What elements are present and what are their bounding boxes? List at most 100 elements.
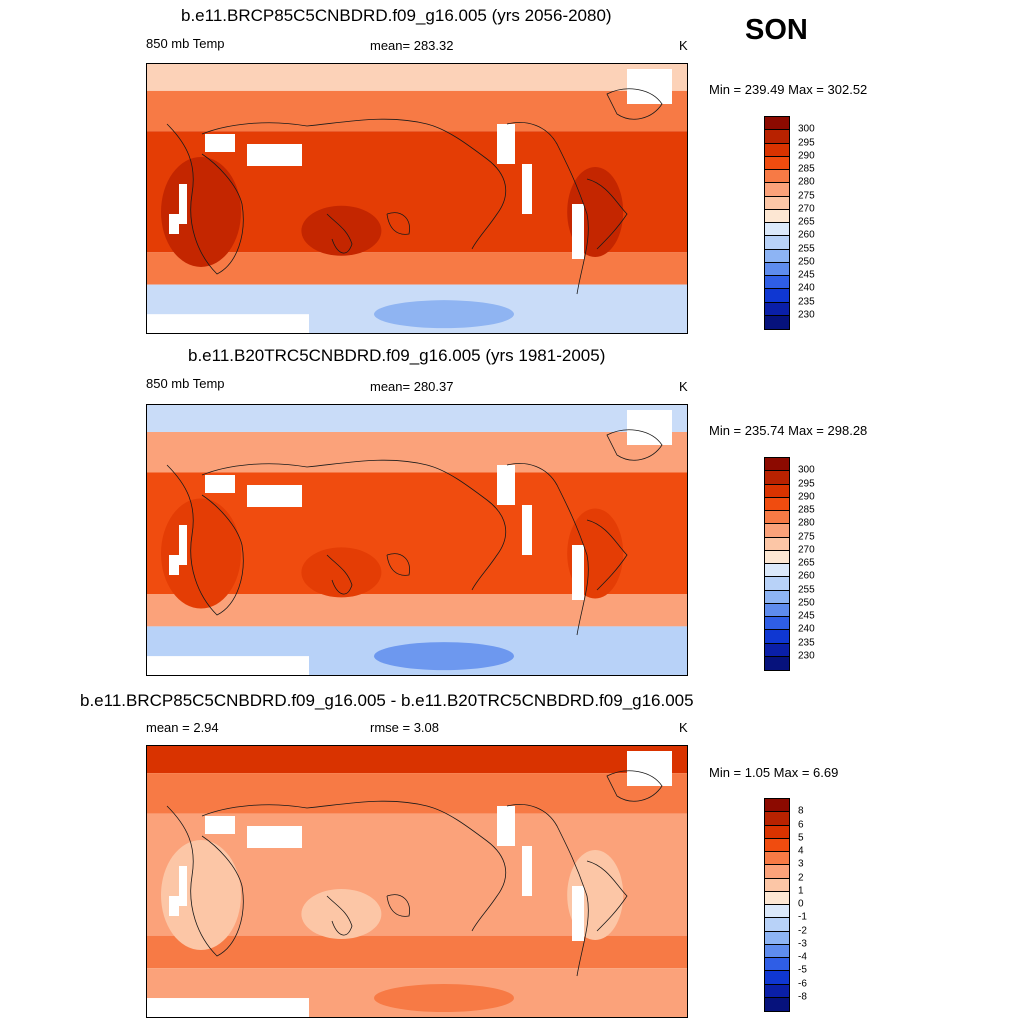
colorbar-box: [765, 630, 789, 644]
colorbar-box: [765, 471, 789, 485]
colorbar-box: [765, 497, 789, 511]
colorbar-box: [765, 564, 789, 578]
colorbar-tick-label: -5: [798, 964, 807, 976]
coastline: [201, 118, 506, 250]
colorbar-box: [765, 117, 789, 131]
colorbar-tick-label: 6: [798, 819, 804, 830]
units-label: K: [679, 379, 688, 394]
colorbar-tick-label: 285: [798, 504, 815, 516]
colorbar-box: [765, 249, 789, 263]
missing-data-south: [147, 998, 309, 1017]
colorbar-box: [765, 918, 789, 932]
australia-region: [301, 205, 382, 256]
colorbar-tick-label: 280: [798, 176, 815, 188]
colorbar-tick-label: 245: [798, 269, 815, 281]
colorbar-box: [765, 891, 789, 905]
mean-label: mean = 2.94: [146, 720, 219, 735]
missing-data-patch: [572, 204, 584, 259]
australia-region: [301, 889, 382, 940]
missing-data-south: [147, 314, 309, 333]
temperature-map: [147, 64, 687, 333]
coastline: [326, 554, 353, 595]
missing-data-patch: [169, 555, 179, 575]
colorbar-tick-label: 3: [798, 858, 804, 870]
colorbar: [764, 116, 790, 330]
colorbar-box: [765, 262, 789, 276]
mean-label: mean= 280.37: [370, 379, 454, 394]
colorbar-tick-label: 280: [798, 517, 815, 529]
missing-data-south: [147, 656, 309, 675]
missing-data-patch: [169, 896, 179, 916]
midlat-band-north: [147, 432, 687, 473]
colorbar-box: [765, 590, 789, 604]
colorbar-tick-label: 250: [798, 597, 815, 609]
colorbar-tick-label: 270: [798, 203, 815, 215]
colorbar-tick-label: 265: [798, 216, 815, 228]
minmax-label: Min = 1.05 Max = 6.69: [709, 765, 839, 780]
colorbar-box: [765, 931, 789, 945]
missing-data-patch: [179, 184, 187, 224]
colorbar-box: [765, 524, 789, 538]
missing-data-patch: [497, 465, 515, 505]
colorbar-box: [765, 143, 789, 157]
colorbar-box: [765, 209, 789, 223]
antarctica-region: [374, 642, 514, 671]
colorbar-box: [765, 617, 789, 631]
map-plot: [146, 745, 688, 1018]
colorbar-tick-label: 300: [798, 123, 815, 135]
colorbar-box: [765, 236, 789, 250]
colorbar-tick-label: 250: [798, 256, 815, 268]
colorbar-box: [765, 223, 789, 237]
colorbar-tick-label: 230: [798, 309, 815, 321]
colorbar-tick-label: 285: [798, 163, 815, 175]
colorbar-box: [765, 511, 789, 525]
missing-data-patch: [572, 886, 584, 941]
colorbar: [764, 798, 790, 1012]
polar-band-north: [147, 64, 687, 91]
coastline: [326, 213, 353, 254]
colorbar-box: [765, 799, 789, 813]
antarctica-region: [374, 300, 514, 329]
missing-data-patch: [522, 846, 532, 896]
season-label: SON: [745, 14, 808, 46]
colorbar-box: [765, 302, 789, 316]
colorbar-tick-label: 235: [798, 637, 815, 648]
coastline: [586, 519, 628, 591]
polar-band-north: [147, 746, 687, 774]
missing-data-patch: [497, 806, 515, 846]
coastline: [386, 553, 410, 576]
colorbar-box: [765, 603, 789, 617]
panel-title: b.e11.BRCP85C5CNBDRD.f09_g16.005 - b.e11…: [80, 691, 694, 710]
missing-data-patch: [247, 144, 302, 166]
colorbar-tick-label: 260: [798, 570, 815, 582]
missing-data-patch: [627, 751, 672, 786]
missing-data-patch: [205, 475, 235, 493]
missing-data-patch: [179, 525, 187, 565]
coastline: [386, 212, 410, 235]
colorbar-box: [765, 825, 789, 839]
panel-title: b.e11.BRCP85C5CNBDRD.f09_g16.005 (yrs 20…: [181, 6, 612, 25]
coastline: [506, 122, 589, 295]
colorbar-tick-label: -1: [798, 911, 807, 923]
missing-data-patch: [205, 816, 235, 834]
units-label: K: [679, 720, 688, 735]
colorbar-tick-label: 8: [798, 805, 804, 817]
panel-title: b.e11.B20TRC5CNBDRD.f09_g16.005 (yrs 198…: [188, 346, 606, 365]
colorbar-box: [765, 156, 789, 170]
polar-band-north: [147, 405, 687, 432]
colorbar-tick-label: 2: [798, 872, 804, 883]
variable-label: 850 mb Temp: [146, 36, 225, 51]
colorbar-box: [765, 971, 789, 985]
colorbar-box: [765, 958, 789, 972]
colorbar-box: [765, 997, 789, 1011]
missing-data-patch: [247, 826, 302, 848]
australia-region: [301, 547, 382, 598]
variable-label: 850 mb Temp: [146, 376, 225, 391]
colorbar-tick-label: 240: [798, 623, 815, 635]
missing-data-patch: [572, 545, 584, 600]
colorbar-box: [765, 577, 789, 591]
colorbar-box: [765, 170, 789, 184]
colorbar-tick-label: 0: [798, 898, 804, 910]
missing-data-patch: [179, 866, 187, 906]
colorbar-tick-label: 290: [798, 491, 815, 503]
